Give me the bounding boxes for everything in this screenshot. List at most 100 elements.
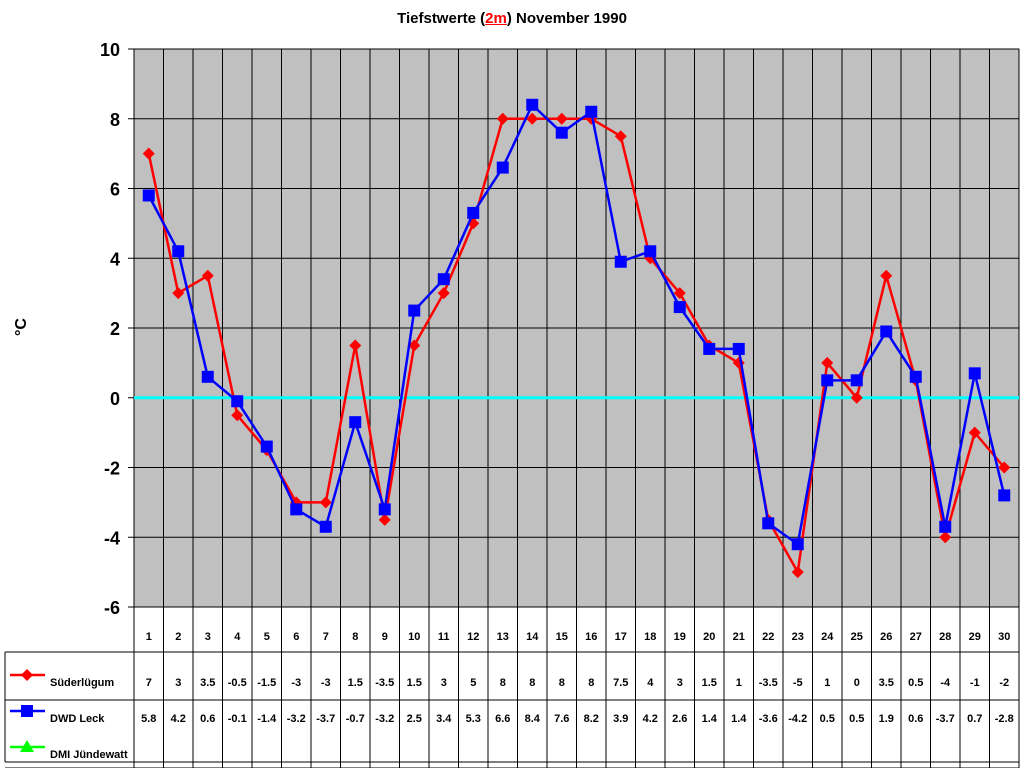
diamond-marker	[939, 531, 952, 544]
table-cell: 3	[175, 677, 181, 689]
table-cell: 1.9	[879, 713, 894, 725]
square-marker	[437, 273, 450, 286]
diamond-marker	[821, 356, 834, 369]
table-cell: 8	[500, 677, 506, 689]
table-cell: 2.5	[407, 713, 422, 725]
table-cell: 0.5	[820, 713, 835, 725]
table-cell: 0.6	[200, 713, 215, 725]
y-tick-label: 10	[100, 40, 120, 60]
day-label: 24	[821, 631, 834, 643]
table-cell: -1.4	[257, 713, 277, 725]
day-label: 23	[792, 631, 804, 643]
square-marker	[644, 245, 657, 258]
table-cell: -3	[321, 677, 331, 689]
diamond-marker	[201, 269, 214, 282]
table-cell: 3	[441, 677, 447, 689]
day-label: 14	[526, 631, 539, 643]
square-marker	[349, 416, 362, 429]
table-cell: 7.5	[613, 677, 628, 689]
diamond-marker	[555, 112, 568, 125]
y-tick-label: -4	[104, 528, 120, 548]
square-marker	[585, 105, 598, 118]
table-cell: -3.7	[936, 713, 955, 725]
square-marker	[496, 161, 509, 174]
table-cell: -2	[999, 677, 1009, 689]
day-label: 18	[644, 631, 656, 643]
diamond-marker	[349, 339, 362, 352]
y-tick-label: -2	[104, 459, 120, 479]
table-cell: -0.7	[346, 713, 365, 725]
table-cell: 0.6	[908, 713, 923, 725]
table-cell: -3.6	[759, 713, 778, 725]
table-cell: 3.5	[200, 677, 215, 689]
diamond-marker	[614, 130, 627, 143]
table-cell: -3.7	[316, 713, 335, 725]
diamond-marker	[408, 339, 421, 352]
title-highlight: 2m	[485, 10, 507, 27]
table-cell: -3.5	[759, 677, 778, 689]
diamond-marker	[968, 426, 981, 439]
table-cell: 7.6	[554, 713, 569, 725]
table-cell: 4.2	[171, 713, 186, 725]
day-label: 21	[733, 631, 745, 643]
diamond-marker	[526, 112, 539, 125]
diamond-marker	[850, 391, 863, 404]
square-marker	[673, 301, 686, 314]
square-marker	[378, 503, 391, 516]
table-cell: -2.8	[995, 713, 1014, 725]
square-marker	[909, 370, 922, 383]
square-marker	[201, 370, 214, 383]
diamond-marker	[319, 496, 332, 509]
day-label: 1	[146, 631, 152, 643]
legend-triangle-icon	[20, 740, 34, 752]
square-marker	[939, 520, 952, 533]
day-label: 25	[851, 631, 863, 643]
day-label: 20	[703, 631, 715, 643]
day-label: 16	[585, 631, 597, 643]
day-label: 3	[205, 631, 211, 643]
day-label: 6	[293, 631, 299, 643]
table-cell: 1.5	[348, 677, 363, 689]
table-cell: 3.9	[613, 713, 628, 725]
y-tick-label: 8	[110, 110, 120, 130]
square-marker	[998, 489, 1011, 502]
square-marker	[467, 206, 480, 219]
legend-label: DWD Leck	[50, 713, 105, 725]
table-cell: -5	[793, 677, 803, 689]
table-cell: 1.5	[702, 677, 717, 689]
title-text: Tiefstwerte (	[397, 10, 486, 27]
diamond-marker	[496, 112, 509, 125]
chart-title: Tiefstwerte (2m) November 1990	[0, 10, 1024, 27]
square-marker	[231, 395, 244, 408]
square-marker	[732, 342, 745, 355]
day-label: 8	[352, 631, 358, 643]
day-label: 2	[175, 631, 181, 643]
day-label: 15	[556, 631, 568, 643]
table-cell: 1.5	[407, 677, 422, 689]
table-cell: 3.4	[436, 713, 452, 725]
day-label: 28	[939, 631, 951, 643]
day-label: 5	[264, 631, 270, 643]
diamond-marker	[172, 287, 185, 300]
legend-label: Süderlügum	[50, 677, 114, 689]
day-label: 4	[234, 631, 241, 643]
table-cell: 2.6	[672, 713, 687, 725]
diamond-marker	[998, 461, 1011, 474]
diamond-marker	[142, 147, 155, 160]
square-marker	[791, 538, 804, 551]
day-label: 29	[969, 631, 981, 643]
legend-diamond-icon	[21, 669, 33, 681]
title-suffix: ) November 1990	[506, 10, 627, 27]
y-tick-label: 4	[110, 249, 120, 269]
square-marker	[555, 126, 568, 139]
legend-label: DMI Jündewatt	[50, 749, 128, 761]
table-cell: 8.2	[584, 713, 599, 725]
table-cell: 0	[854, 677, 860, 689]
square-marker	[821, 374, 834, 387]
table-cell: -1.5	[257, 677, 276, 689]
diamond-marker	[231, 409, 244, 422]
day-label: 26	[880, 631, 892, 643]
table-cell: -0.5	[228, 677, 247, 689]
day-label: 17	[615, 631, 627, 643]
